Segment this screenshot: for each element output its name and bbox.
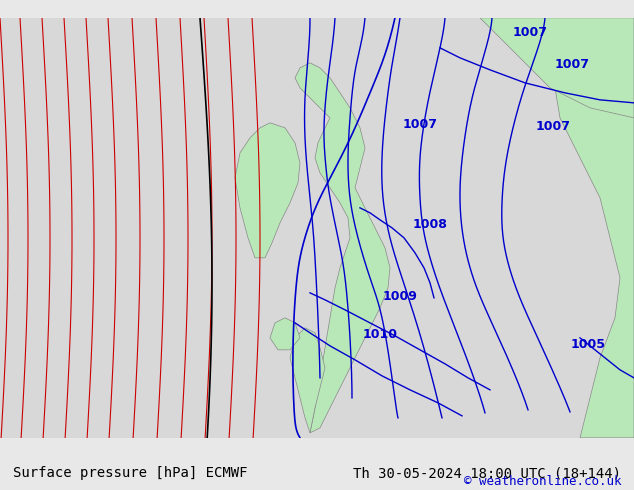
Text: 1007: 1007 <box>403 118 437 131</box>
Text: 1007: 1007 <box>555 58 590 71</box>
Text: Surface pressure [hPa] ECMWF: Surface pressure [hPa] ECMWF <box>13 466 247 480</box>
Polygon shape <box>235 123 300 258</box>
Text: © weatheronline.co.uk: © weatheronline.co.uk <box>464 475 621 488</box>
Polygon shape <box>480 18 634 118</box>
Text: 1009: 1009 <box>382 290 417 303</box>
Text: Th 30-05-2024 18:00 UTC (18+144): Th 30-05-2024 18:00 UTC (18+144) <box>353 466 621 480</box>
Polygon shape <box>290 328 325 433</box>
Polygon shape <box>270 318 300 350</box>
Text: 1007: 1007 <box>512 26 548 39</box>
Text: 1005: 1005 <box>571 338 605 351</box>
Text: 1008: 1008 <box>413 218 448 231</box>
Polygon shape <box>295 63 390 433</box>
Text: 1010: 1010 <box>363 328 398 341</box>
Polygon shape <box>555 18 634 438</box>
Text: 1007: 1007 <box>536 120 571 133</box>
